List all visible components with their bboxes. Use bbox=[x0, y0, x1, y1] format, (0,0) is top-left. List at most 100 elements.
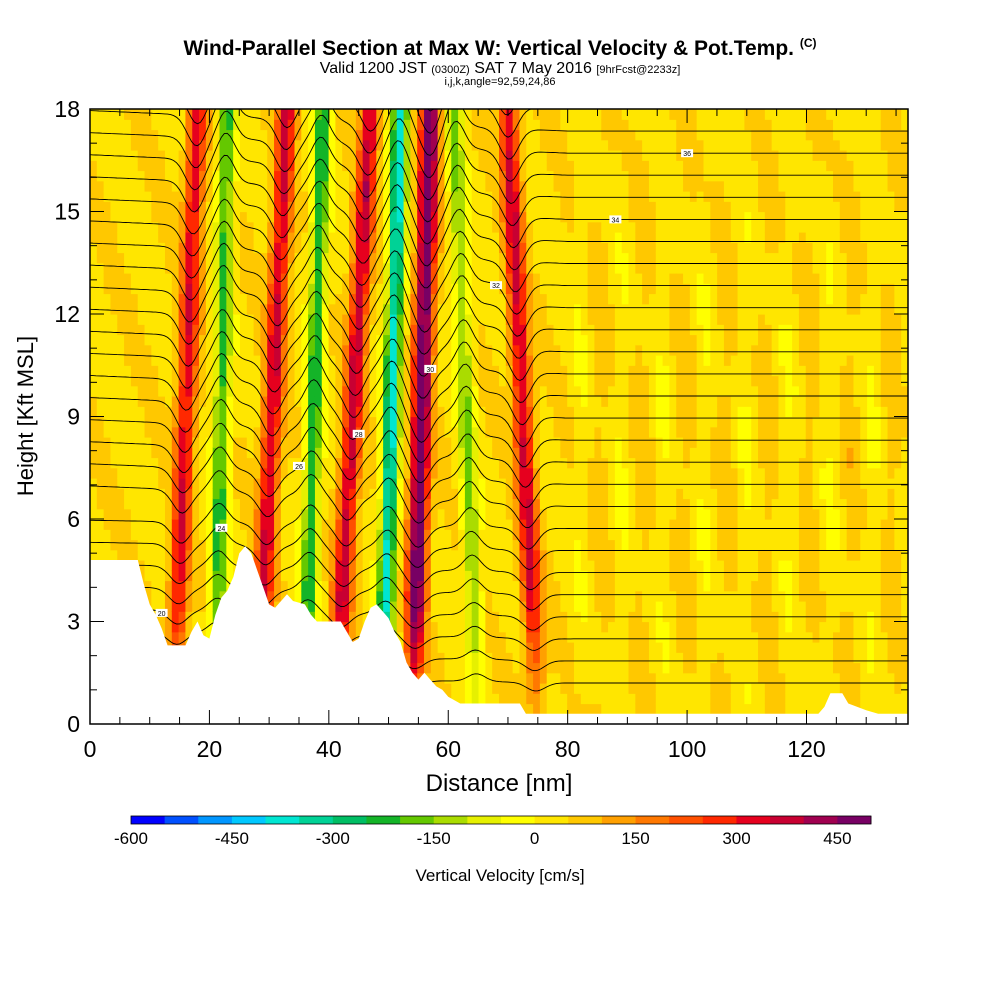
velocity-cell bbox=[260, 406, 268, 418]
velocity-cell bbox=[260, 273, 268, 284]
velocity-cell bbox=[301, 221, 309, 233]
velocity-cell bbox=[396, 273, 405, 284]
velocity-cell bbox=[178, 129, 187, 141]
velocity-cell bbox=[178, 549, 187, 561]
velocity-cell bbox=[355, 273, 364, 284]
velocity-cell bbox=[396, 221, 405, 233]
velocity-cell bbox=[505, 252, 514, 264]
velocity-cell bbox=[608, 539, 616, 551]
velocity-cell bbox=[280, 539, 289, 551]
velocity-cell bbox=[614, 662, 623, 674]
velocity-cell bbox=[614, 437, 623, 448]
velocity-cell bbox=[424, 416, 432, 428]
velocity-cell bbox=[342, 221, 350, 233]
velocity-cell bbox=[205, 437, 214, 448]
velocity-cell bbox=[437, 611, 446, 623]
velocity-cell bbox=[164, 570, 173, 582]
velocity-cell bbox=[335, 129, 343, 141]
velocity-cell bbox=[376, 467, 384, 479]
velocity-cell bbox=[471, 129, 480, 141]
velocity-cell bbox=[396, 252, 405, 264]
velocity-cell bbox=[601, 457, 609, 469]
velocity-cell bbox=[301, 211, 309, 223]
velocity-cell bbox=[164, 262, 173, 274]
velocity-cell bbox=[335, 211, 343, 223]
velocity-cell bbox=[205, 570, 214, 582]
velocity-cell bbox=[355, 478, 364, 489]
velocity-cell bbox=[594, 580, 602, 592]
velocity-cell bbox=[526, 519, 534, 530]
velocity-cell bbox=[417, 560, 425, 571]
velocity-cell bbox=[635, 334, 643, 346]
velocity-cell bbox=[492, 447, 500, 459]
velocity-cell bbox=[417, 590, 425, 602]
velocity-cell bbox=[185, 570, 193, 582]
velocity-cell bbox=[280, 160, 289, 172]
velocity-cell bbox=[526, 109, 534, 120]
velocity-cell bbox=[253, 242, 262, 254]
velocity-cell bbox=[164, 191, 173, 202]
velocity-cell bbox=[314, 570, 323, 582]
velocity-cell bbox=[478, 642, 486, 653]
velocity-cell bbox=[137, 160, 146, 172]
velocity-cell bbox=[349, 109, 357, 120]
velocity-cell bbox=[478, 293, 486, 305]
velocity-cell bbox=[519, 652, 527, 664]
velocity-cell bbox=[158, 129, 166, 141]
velocity-cell bbox=[342, 150, 350, 161]
velocity-cell bbox=[362, 580, 371, 592]
velocity-cell bbox=[103, 385, 112, 397]
velocity-cell bbox=[308, 508, 316, 520]
velocity-cell bbox=[505, 488, 514, 500]
velocity-cell bbox=[546, 457, 555, 469]
velocity-cell bbox=[492, 180, 500, 192]
velocity-cell bbox=[267, 426, 275, 438]
velocity-cell bbox=[383, 293, 391, 305]
velocity-cell bbox=[580, 457, 589, 469]
velocity-cell bbox=[526, 406, 534, 418]
velocity-cell bbox=[164, 560, 173, 571]
velocity-cell bbox=[437, 221, 446, 233]
velocity-cell bbox=[124, 191, 132, 202]
velocity-cell bbox=[349, 324, 357, 336]
velocity-cell bbox=[560, 447, 568, 459]
velocity-cell bbox=[614, 303, 623, 315]
velocity-cell bbox=[512, 467, 521, 479]
velocity-cell bbox=[485, 252, 493, 264]
velocity-cell bbox=[274, 488, 282, 500]
velocity-cell bbox=[648, 150, 657, 161]
velocity-cell bbox=[212, 478, 221, 489]
velocity-cell bbox=[628, 426, 636, 438]
velocity-cell bbox=[437, 293, 446, 305]
velocity-cell bbox=[587, 426, 596, 438]
velocity-cell bbox=[117, 314, 125, 325]
velocity-cell bbox=[328, 201, 336, 213]
velocity-cell bbox=[410, 242, 418, 254]
velocity-cell bbox=[342, 191, 350, 202]
velocity-cell bbox=[185, 355, 193, 366]
velocity-cell bbox=[342, 129, 350, 141]
velocity-cell bbox=[328, 447, 336, 459]
velocity-cell bbox=[383, 570, 391, 582]
velocity-cell bbox=[587, 478, 596, 489]
velocity-cell bbox=[533, 396, 541, 407]
velocity-cell bbox=[239, 457, 248, 469]
velocity-cell bbox=[151, 314, 159, 325]
velocity-cell bbox=[519, 642, 527, 653]
velocity-cell bbox=[635, 160, 643, 172]
velocity-cell bbox=[110, 180, 118, 192]
velocity-cell bbox=[464, 601, 473, 612]
velocity-cell bbox=[301, 119, 309, 131]
velocity-cell bbox=[594, 160, 602, 172]
velocity-cell bbox=[560, 385, 568, 397]
velocity-cell bbox=[328, 457, 336, 469]
velocity-cell bbox=[117, 191, 125, 202]
velocity-cell bbox=[499, 252, 507, 264]
velocity-cell bbox=[451, 539, 459, 551]
velocity-cell bbox=[355, 447, 364, 459]
velocity-cell bbox=[253, 406, 262, 418]
velocity-cell bbox=[614, 334, 623, 346]
velocity-cell bbox=[478, 314, 486, 325]
velocity-cell bbox=[328, 601, 336, 612]
velocity-cell bbox=[648, 529, 657, 541]
